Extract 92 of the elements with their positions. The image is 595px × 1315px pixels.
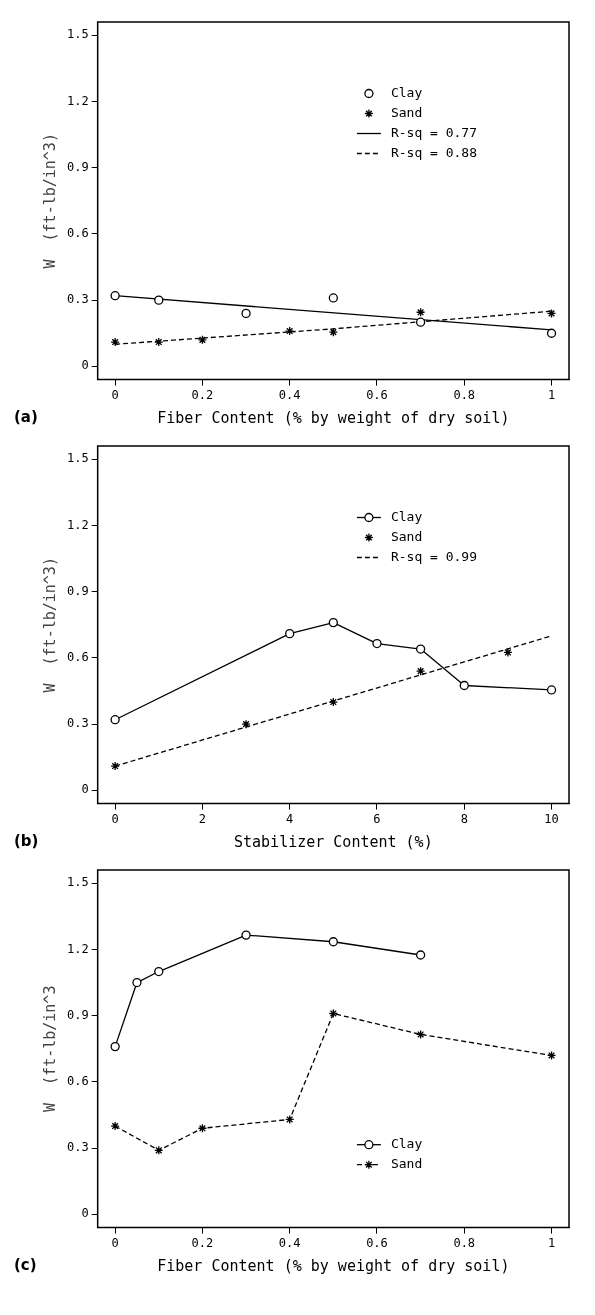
text: (b) [14, 832, 39, 850]
x-tick-label: 0 [111, 387, 119, 402]
point [328, 937, 338, 947]
x-tick-label: 0.8 [453, 1235, 476, 1250]
point [285, 1114, 295, 1125]
point [415, 1029, 426, 1040]
point [154, 966, 164, 977]
point [372, 638, 382, 649]
point [415, 950, 426, 960]
point [110, 1041, 120, 1052]
y-tick-label: 0 [81, 358, 89, 373]
point [415, 307, 426, 317]
point [197, 1123, 208, 1133]
legend-label: Sand [390, 104, 423, 120]
y-tick-label: 0.9 [66, 583, 89, 598]
point [285, 326, 295, 336]
x-tick-label: 0.4 [278, 387, 301, 402]
x-tick-label: 0.8 [453, 387, 476, 402]
y-tick-label: 0.9 [66, 1007, 89, 1022]
y-tick-label: 0.6 [66, 1074, 89, 1089]
point [415, 666, 426, 676]
y-tick-label: 0.6 [66, 226, 89, 241]
x-axis-title: Stabilizer Content (%) [233, 832, 433, 851]
y-axis-title: W (ft-lb/in^3 [40, 985, 59, 1113]
x-tick-label: 0.2 [191, 387, 214, 402]
legend-label: Clay [390, 1136, 423, 1152]
text: (a) [14, 408, 38, 426]
point [328, 327, 338, 337]
point [110, 291, 120, 301]
y-tick-label: 1.2 [66, 517, 89, 532]
y-tick-label: 1.5 [66, 451, 89, 466]
y-tick-label: 0.3 [66, 1140, 89, 1155]
legend-label: Sand [390, 528, 423, 544]
point [546, 685, 557, 695]
y-tick-label: 0.3 [66, 292, 89, 307]
legend-label: R-sq = 0.88 [390, 144, 477, 160]
x-tick-label: 0.2 [191, 1235, 214, 1250]
point [154, 295, 164, 305]
y-tick-label: 0.3 [66, 716, 89, 731]
x-tick-label: 6 [373, 811, 381, 826]
legend-label: R-sq = 0.77 [390, 124, 477, 140]
y-tick-label: 0.6 [66, 650, 89, 665]
point [285, 628, 295, 639]
x-axis-title: Fiber Content (% by weight of dry soil) [157, 408, 510, 427]
point [328, 617, 338, 628]
y-tick-label: 1.2 [66, 941, 89, 956]
point [503, 647, 513, 658]
y-axis-title: W (ft-lb/in^3) [40, 557, 59, 693]
y-tick-label: 1.5 [66, 27, 89, 42]
x-tick-label: 1 [547, 1235, 556, 1250]
legend-label: Sand [390, 1156, 423, 1172]
point [132, 977, 142, 988]
point [546, 328, 557, 338]
y-axis-title: W (ft-lb/in^3) [40, 133, 59, 269]
y-tick-label: 1.5 [66, 875, 89, 890]
y-tick-label: 0.9 [66, 159, 89, 174]
point [328, 1008, 338, 1019]
legend-label: Clay [390, 508, 423, 524]
point [154, 337, 164, 347]
x-tick-label: 2 [198, 811, 207, 826]
x-tick-label: 4 [286, 811, 294, 826]
x-axis-title: Fiber Content (% by weight of dry soil) [157, 1256, 510, 1275]
point [197, 335, 208, 345]
point [110, 337, 120, 347]
point [154, 1145, 164, 1155]
text: (c) [14, 1256, 37, 1274]
point [110, 1121, 120, 1131]
point [328, 293, 338, 303]
point [546, 1050, 557, 1061]
x-tick-label: 10 [544, 811, 559, 826]
x-tick-label: 0.4 [278, 1235, 301, 1250]
x-tick-label: 0.6 [366, 387, 388, 402]
point [110, 761, 120, 771]
x-tick-label: 0.6 [366, 1235, 388, 1250]
x-tick-label: 1 [547, 387, 556, 402]
point [241, 930, 251, 940]
y-tick-label: 1.2 [66, 93, 89, 108]
x-tick-label: 8 [460, 811, 468, 826]
point [546, 308, 557, 319]
point [459, 680, 469, 691]
point [110, 715, 120, 725]
y-tick-label: 0 [81, 1206, 89, 1221]
x-tick-label: 0 [111, 1235, 119, 1250]
point [241, 719, 251, 729]
point [415, 644, 426, 654]
point [241, 308, 251, 319]
legend-label: Clay [390, 84, 423, 100]
x-tick-label: 0 [111, 811, 119, 826]
legend-label: R-sq = 0.99 [390, 548, 477, 564]
point [415, 317, 426, 327]
y-tick-label: 0 [81, 782, 89, 797]
point [328, 697, 338, 707]
